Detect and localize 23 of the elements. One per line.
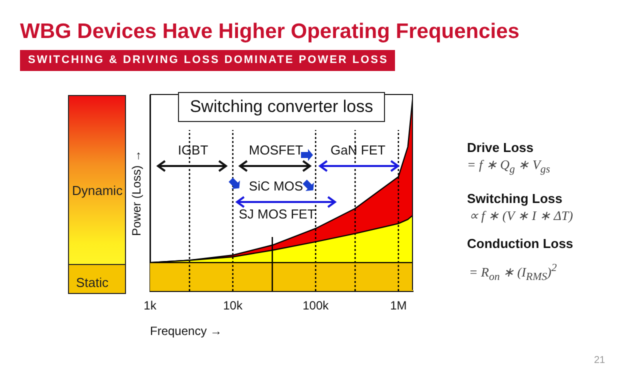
x-tick-label: 1M bbox=[390, 298, 407, 313]
annotation: Switching converter loss bbox=[178, 92, 385, 122]
chart-title: WBG Devices Have Higher Operating Frequencies bbox=[20, 20, 520, 44]
annotation: SJ MOS FET bbox=[238, 206, 316, 222]
annotation: GaN FET bbox=[330, 142, 386, 158]
text: Conduction Loss bbox=[467, 236, 574, 251]
chart-subtitle: SWITCHING & DRIVING LOSS DOMINATE POWER LOSS bbox=[20, 50, 395, 71]
x-tick-label: 100k bbox=[302, 298, 330, 313]
annotation: IGBT bbox=[178, 142, 208, 158]
annotation: MOSFET bbox=[248, 142, 304, 158]
x-axis-title: Frequency → bbox=[150, 324, 222, 338]
text: Static bbox=[76, 275, 109, 290]
annotation: SiC MOS bbox=[248, 178, 304, 194]
text: ∝ f ∗ (V ∗ I ∗ ΔT) bbox=[469, 208, 573, 224]
text: = f ∗ Q$_{g}$ ∗ V$_{gs}$ bbox=[467, 157, 550, 176]
text: 21 bbox=[594, 355, 606, 366]
text: Dynamic bbox=[72, 183, 123, 198]
text: = R$_{on}$ ∗ (I$_{RMS}$)$^{2}$ bbox=[469, 262, 557, 283]
text: Drive Loss bbox=[467, 140, 534, 155]
x-tick-label: 1k bbox=[144, 298, 158, 313]
y-axis-title: Power (Loss) → bbox=[130, 150, 144, 236]
x-tick-label: 10k bbox=[223, 298, 244, 313]
text: Switching Loss bbox=[467, 191, 562, 206]
